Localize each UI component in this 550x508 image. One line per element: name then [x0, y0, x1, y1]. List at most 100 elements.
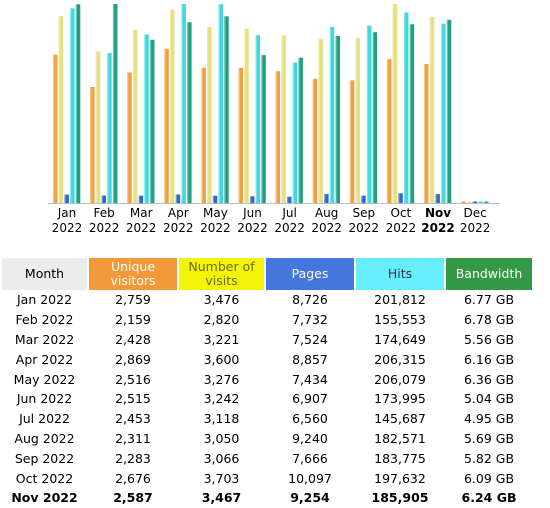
bar-highlight [429, 16, 431, 204]
cell-visits: 3,221 [203, 331, 240, 347]
cell-hits: 201,812 [374, 292, 426, 308]
bar-number-of-visits [170, 9, 175, 203]
bar-number-of-visits [429, 16, 435, 204]
cell-pages: 6,907 [292, 391, 328, 407]
month-label-year: 2022 [125, 221, 157, 235]
month-label-name: Aug [314, 206, 339, 220]
cell-hits: 174,649 [374, 331, 426, 347]
bar-pages [361, 195, 366, 203]
month-label-year: 2022 [163, 221, 194, 235]
bar-highlight [101, 195, 103, 203]
cell-pages: 7,434 [292, 371, 328, 387]
bar-number-of-visits [355, 38, 360, 204]
cell-hits: 185,905 [371, 490, 429, 506]
cell-pages: 9,240 [292, 430, 328, 446]
cell-hits: 145,687 [374, 411, 426, 427]
bar-bandwidth [409, 24, 415, 203]
bar-highlight [478, 201, 480, 203]
cell-unique: 2,587 [113, 490, 153, 506]
month-label-year: 2022 [311, 221, 342, 235]
bar-hits [441, 23, 446, 204]
bar-highlight [349, 80, 351, 203]
bar-hits [329, 26, 335, 204]
bar-highlight [275, 71, 277, 203]
cell-unique: 2,159 [115, 312, 151, 328]
month-label-name: Jan [57, 206, 77, 220]
bar-bandwidth [75, 4, 81, 203]
cell-bandwidth: 5.69 GB [463, 430, 515, 446]
bar-unique-visitors [424, 64, 429, 203]
bar-hits [144, 34, 149, 203]
cell-hits: 182,571 [374, 430, 426, 446]
month-label: Sep 2022 [344, 206, 384, 236]
cell-month: Feb 2022 [15, 312, 74, 328]
cell-pages: 8,857 [292, 351, 328, 367]
bar-highlight [386, 59, 389, 204]
month-label-year: 2022 [385, 221, 417, 235]
bar-pages [249, 196, 255, 203]
cell-hits: 183,775 [374, 450, 426, 466]
bar-highlight [461, 201, 463, 203]
table-row: Mar 2022 2,428 3,221 7,524 174,649 5.56 GB [2, 330, 532, 350]
bar-pages [472, 201, 477, 203]
bar-pages [138, 195, 144, 203]
month-label-year: 2022 [51, 221, 83, 235]
bar-highlight [409, 24, 411, 203]
bar-unique-visitors [127, 72, 132, 203]
cell-bandwidth: 6.09 GB [463, 470, 515, 486]
bar-highlight [361, 195, 363, 203]
bar-highlight [75, 4, 77, 203]
bar-unique-visitors [312, 78, 318, 203]
cell-bandwidth: 5.82 GB [463, 450, 515, 466]
month-label-name: Oct [390, 206, 412, 220]
table-row: Oct 2022 2,676 3,703 10,097 197,632 6.09 GB [2, 468, 532, 488]
bar-unique-visitors [164, 48, 169, 203]
bar-highlight [281, 35, 283, 204]
month-label-year: 2022 [200, 221, 231, 235]
cell-bandwidth: 6.16 GB [463, 351, 515, 367]
bar-hits [292, 62, 298, 203]
month-label-name: Dec [463, 206, 487, 220]
bar-number-of-visits [207, 26, 212, 204]
cell-month: Apr 2022 [15, 351, 74, 367]
cell-unique: 2,759 [115, 292, 151, 308]
table-row: Jun 2022 2,515 3,242 6,907 173,995 5.04 GB [2, 389, 532, 409]
cell-month: Aug 2022 [14, 430, 75, 446]
bar-highlight [398, 193, 400, 203]
header-hits: Hits [356, 258, 444, 290]
bar-number-of-visits [281, 35, 286, 204]
bar-unique-visitors [201, 67, 206, 203]
bar-highlight [175, 194, 177, 203]
bar-unique-visitors [238, 67, 243, 203]
month-label: Oct 2022 [381, 206, 421, 236]
bar-highlight [472, 201, 474, 203]
bar-pages [435, 194, 440, 203]
cell-hits: 206,315 [374, 351, 426, 367]
bar-highlight [107, 53, 109, 203]
cell-pages: 8,726 [292, 292, 328, 308]
bar-highlight [446, 19, 448, 203]
bar-highlight [207, 26, 209, 204]
bar-highlight [238, 67, 240, 203]
bar-highlight [355, 38, 357, 204]
cell-pages: 7,732 [292, 312, 328, 328]
cell-unique: 2,283 [115, 450, 151, 466]
bar-pages [101, 195, 106, 203]
cell-unique: 2,515 [115, 391, 151, 407]
bar-unique-visitors [275, 71, 281, 203]
cell-hits: 155,553 [374, 312, 426, 328]
bar-highlight [150, 39, 152, 203]
cell-unique: 2,676 [115, 470, 151, 486]
cell-pages: 9,254 [290, 490, 330, 506]
bar-unique-visitors [53, 54, 58, 204]
bar-hits [478, 201, 483, 203]
bar-hits [255, 35, 261, 204]
bar-highlight [424, 64, 426, 203]
month-label-name: Mar [129, 206, 153, 220]
bar-highlight [58, 16, 60, 204]
month-label: Feb 2022 [84, 206, 124, 236]
cell-pages: 10,097 [288, 470, 332, 486]
month-label: Dec 2022 [455, 206, 495, 236]
month-label-name: Apr [167, 206, 189, 220]
cell-month: Mar 2022 [14, 331, 75, 347]
